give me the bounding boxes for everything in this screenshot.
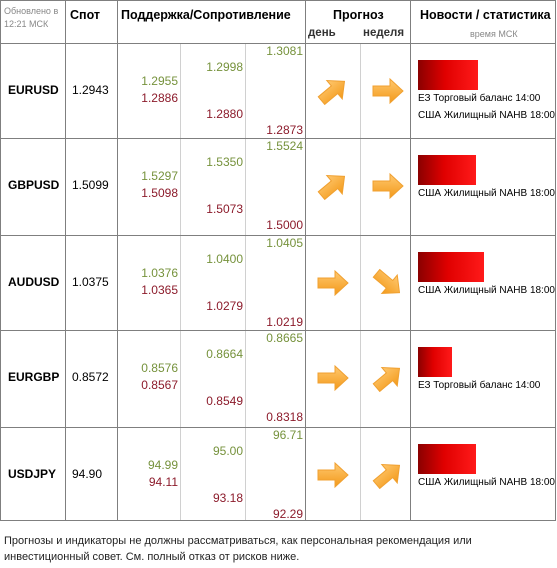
spot: 1.2943 [72,83,109,97]
sub-column-line [245,43,246,520]
level: 1.5000 [266,218,303,232]
level: 1.2955 [141,74,178,88]
forecast-arrow [317,174,346,201]
row-line [0,427,556,428]
week-header: неделя [363,27,405,39]
updated-label: Обновлено в 12:21 МСК [4,6,59,29]
forecast-arrow [317,79,346,106]
column-line [555,0,556,520]
news-header: Новости / статистика [420,8,551,22]
level: 1.0219 [266,315,303,329]
level: 1.5524 [266,139,303,153]
row-line [0,330,556,331]
news-item: США Жилищный NAHB 18:00 [418,188,555,199]
level: 1.0405 [266,236,303,250]
column-line [65,0,66,520]
pair: EURGBP [8,370,60,384]
level: 1.5073 [206,202,243,216]
level: 93.18 [212,491,243,505]
level: 0.8576 [141,361,178,375]
row-line [0,43,556,44]
news-importance-bar [418,347,452,377]
disclaimer: Прогнозы и индикаторы не должны рассматр… [4,535,472,563]
row-line [0,235,556,236]
column-line [410,0,411,520]
column-line [0,0,1,520]
level: 1.2998 [206,60,243,74]
level: 92.29 [272,507,303,521]
news-item: США Жилищный NAHB 18:00 [418,110,555,121]
forecast-header: Прогноз [333,8,384,22]
levels-header: Поддержка/Сопротивление [121,8,291,22]
level: 1.0365 [141,283,178,297]
level: 1.0376 [141,266,178,280]
spot: 0.8572 [72,370,109,384]
spot: 94.90 [72,467,103,481]
news-importance-bar [418,444,476,474]
news-item: США Жилищный NAHB 18:00 [418,477,555,488]
row-line [0,138,556,139]
pair: AUDUSD [8,275,60,289]
news-item: ЕЗ Торговый баланс 14:00 [418,93,541,104]
level: 0.8567 [141,378,178,392]
forecast-arrow [317,461,349,489]
level: 0.8318 [266,410,303,424]
level: 1.2886 [141,91,178,105]
level: 96.71 [272,428,303,442]
time-label: время МСК [470,29,518,39]
pair: EURUSD [8,83,59,97]
level: 0.8665 [266,331,303,345]
level: 1.0279 [206,299,243,313]
level: 0.8549 [206,394,243,408]
forecast-arrow [317,364,349,392]
level: 95.00 [212,444,243,458]
forecast-arrow [372,77,404,105]
level: 1.5297 [141,169,178,183]
day-header: день [308,27,336,39]
news-importance-bar [418,60,478,90]
forecast-arrow [372,172,404,200]
sub-column-line [360,43,361,520]
level: 1.5350 [206,155,243,169]
forecast-arrow [372,268,401,295]
news-item: ЕЗ Торговый баланс 14:00 [418,380,541,391]
column-line [117,0,118,520]
top-line [0,0,556,1]
forecast-arrow [317,269,349,297]
news-importance-bar [418,155,476,185]
level: 1.3081 [266,44,303,58]
forecast-arrow [372,366,401,393]
level: 94.99 [147,458,178,472]
sub-column-line [180,43,181,520]
forecast-arrow [372,463,401,490]
level: 1.2880 [206,107,243,121]
level: 0.8664 [206,347,243,361]
level: 1.2873 [266,123,303,137]
spot: 1.0375 [72,275,109,289]
spot: 1.5099 [72,178,109,192]
news-importance-bar [418,252,484,282]
spot-header: Спот [70,8,101,22]
level: 1.5098 [141,186,178,200]
pair: USDJPY [8,467,57,481]
row-line [0,520,556,521]
level: 1.0400 [206,252,243,266]
pair: GBPUSD [8,178,60,192]
news-item: США Жилищный NAHB 18:00 [418,285,555,296]
column-line [305,0,306,520]
level: 94.11 [148,475,178,489]
